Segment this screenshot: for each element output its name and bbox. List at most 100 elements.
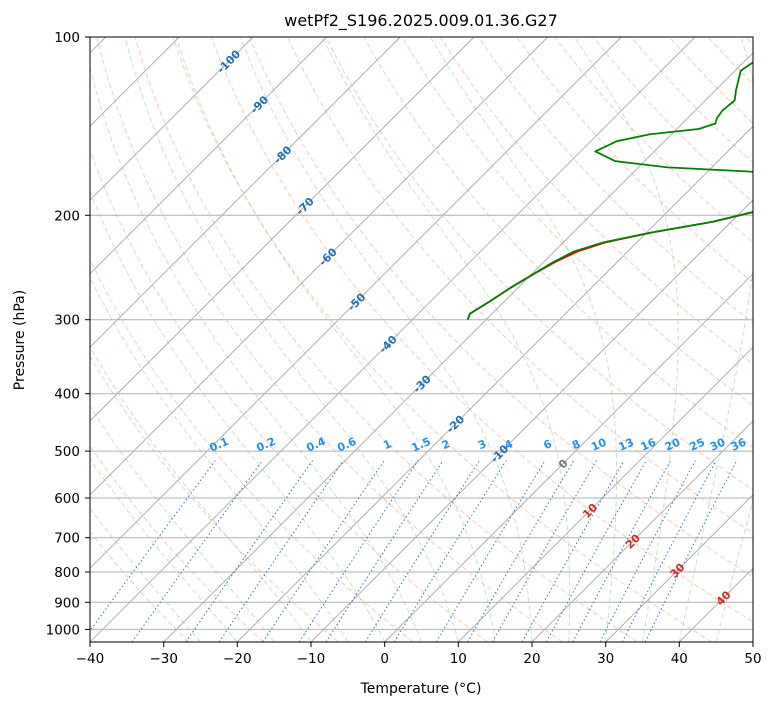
moist-adiabats (90, 37, 753, 642)
dry-adiabat-line (90, 258, 414, 642)
mixing-ratio-label: 20 (663, 436, 683, 454)
x-tick-label: 10 (450, 651, 467, 667)
isotherm-line (752, 641, 753, 642)
isotherm-line (90, 37, 549, 496)
isotherm-line (90, 37, 622, 569)
y-tick-label: 100 (54, 30, 80, 46)
x-tick-label: −40 (76, 651, 105, 667)
mixing-ratio-label: 1.5 (410, 435, 433, 455)
dry-adiabat-line (90, 355, 339, 642)
isotherm-line (605, 494, 753, 642)
x-tick-label: 50 (744, 651, 761, 667)
moist-adiabat-line (678, 37, 753, 642)
chart-title: wetPf2_S196.2025.009.01.36.G27 (284, 11, 558, 31)
isotherm-line (163, 52, 753, 642)
mixing-ratio-label: 16 (639, 436, 659, 454)
sounding-profiles (466, 61, 753, 321)
isotherm-line (90, 37, 328, 275)
isotherm-label: 40 (714, 588, 734, 608)
isotherm-label: -30 (411, 372, 434, 395)
isotherm-line (90, 37, 475, 422)
isotherm-label: -100 (215, 47, 244, 76)
isotherm-label: -20 (444, 412, 467, 435)
moist-adiabat-line (430, 37, 617, 642)
moist-adiabat-line (90, 65, 422, 642)
dewpoint-profile-line (466, 61, 753, 321)
y-tick-label: 800 (54, 565, 80, 581)
mixing-ratio-line (185, 460, 314, 642)
x-tick-label: 40 (671, 651, 688, 667)
mixing-ratio-label: 1 (381, 437, 393, 452)
dry-adiabat-line (210, 37, 753, 623)
isotherm-line (90, 37, 401, 348)
x-axis-label: Temperature (°C) (360, 681, 482, 697)
plot-area: 0.1 0.2 0.4 0.6 1 1.5 2 3 4 6 8 10 13 16 20 25 30 36-100-… (90, 37, 753, 642)
dry-adiabat-line (745, 37, 753, 46)
moist-adiabat-line (90, 276, 349, 642)
isotherm-line (531, 420, 753, 642)
moist-adiabat-line (175, 37, 496, 642)
dry-adiabat-line (554, 37, 753, 243)
mixing-ratio-line (644, 460, 738, 642)
isotherms (90, 37, 753, 642)
mixing-ratio-label: 6 (542, 437, 555, 452)
moist-adiabat-line (90, 405, 275, 642)
dry-adiabat-line (363, 37, 753, 448)
dry-adiabat-line (134, 37, 638, 642)
x-tick-label: 0 (380, 651, 389, 667)
mixing-ratio-labels: 0.1 0.2 0.4 0.6 1 1.5 2 3 4 6 8 10 13 16 20 25 30 36 (208, 435, 749, 455)
x-tick-label: 30 (597, 651, 614, 667)
isotherm-line (90, 37, 254, 201)
dry-adiabat-line (90, 148, 488, 642)
dry-adiabat-line (90, 531, 190, 642)
isotherm-label: 20 (623, 531, 643, 551)
mixing-ratio-line (467, 460, 575, 642)
isotherm-line (310, 199, 753, 642)
mixing-ratio-line (218, 460, 344, 642)
isotherm-line (90, 37, 696, 642)
mixing-ratio-line (572, 460, 672, 642)
dry-adiabat-line (592, 37, 753, 203)
mixing-ratio-label: 0.2 (254, 435, 277, 455)
dry-adiabat-line (669, 37, 753, 124)
y-tick-label: 400 (54, 387, 80, 403)
y-tick-label: 700 (54, 531, 80, 547)
dry-adiabat-line (325, 37, 753, 491)
moist-adiabat-line (90, 189, 386, 642)
isotherm-label: -70 (294, 195, 317, 218)
y-tick-label: 900 (54, 595, 80, 611)
mixing-ratio-label: 36 (729, 436, 749, 454)
moist-adiabat-line (124, 37, 459, 642)
isotherm-label: 10 (580, 501, 600, 521)
temperature-profile-line (466, 211, 753, 321)
isotherm-label: -50 (345, 290, 368, 313)
isotherm-line (384, 273, 753, 642)
moist-adiabat-line (322, 37, 571, 642)
y-axis-label: Pressure (hPa) (12, 290, 28, 390)
mixing-ratio-label: 30 (708, 436, 728, 454)
moist-adiabat-line (90, 345, 312, 642)
mixing-ratio-label: 13 (617, 436, 636, 454)
x-tick-label: 20 (523, 651, 540, 667)
mixing-ratio-line (298, 460, 419, 642)
moist-adiabat-line (90, 507, 201, 642)
mixing-ratio-lines (90, 460, 738, 642)
x-tick-label: −10 (297, 651, 326, 667)
mixing-ratio-line (393, 460, 507, 642)
mixing-ratio-label: 10 (589, 436, 609, 454)
dry-adiabat-line (401, 37, 753, 406)
isotherm-label: -90 (248, 93, 271, 116)
axes: −40 −30 −20 −10 0 10 20 30 40 50 1000 900 800 700 600 5… (46, 30, 762, 667)
mixing-ratio-line (545, 460, 647, 642)
mixing-ratio-line (262, 460, 385, 642)
mixing-ratio-label: 0.4 (304, 435, 327, 455)
plot-frame (89, 36, 754, 643)
isobars (90, 37, 753, 630)
y-tick-label: 600 (54, 491, 80, 507)
mixing-ratio-line (521, 460, 625, 642)
dry-adiabat-line (287, 37, 753, 534)
mixing-ratio-line (491, 460, 598, 642)
dry-adiabat-line (707, 37, 753, 85)
mixing-ratio-line (435, 460, 546, 642)
moist-adiabat-line (239, 37, 533, 642)
